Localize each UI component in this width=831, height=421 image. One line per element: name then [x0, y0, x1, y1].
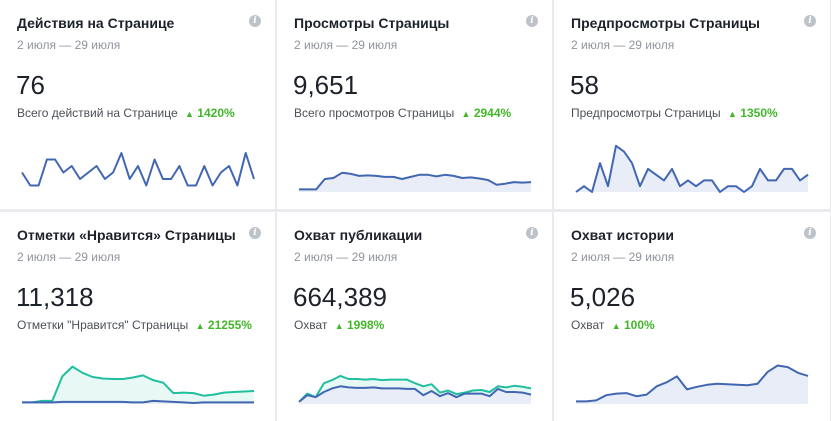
up-triangle-icon: ▲	[461, 109, 471, 119]
subtitle-text: Отметки "Нравится" Страницы	[17, 318, 189, 332]
change-value: 21255%	[207, 318, 252, 332]
metric-card-4[interactable]: Отметки «Нравится» Страницы i 2 июля — 2…	[0, 212, 275, 421]
sparkline-chart[interactable]	[277, 212, 552, 421]
date-range: 2 июля — 29 июля	[294, 250, 398, 264]
subtitle-text: Охват	[294, 318, 328, 332]
metric-value: 9,651	[293, 70, 359, 100]
metric-value: 58	[570, 70, 599, 100]
info-icon[interactable]: i	[249, 227, 261, 239]
change-badge: ▲ 1998%	[335, 318, 385, 332]
subtitle-text: Предпросмотры Страницы	[571, 106, 721, 120]
card-title[interactable]: Отметки «Нравится» Страницы	[17, 227, 236, 243]
series-2-line	[298, 385, 532, 403]
info-icon[interactable]: i	[804, 15, 816, 27]
metric-value: 664,389	[293, 282, 387, 312]
metric-subtitle: Всего действий на Странице ▲ 1420%	[17, 106, 235, 120]
change-badge: ▲ 2944%	[462, 106, 512, 120]
series-2-area	[299, 386, 531, 404]
change-badge: ▲ 1350%	[728, 106, 778, 120]
series-1-area	[576, 365, 808, 404]
card-title[interactable]: Охват истории	[571, 227, 675, 243]
change-value: 1350%	[740, 106, 778, 120]
card-title[interactable]: Предпросмотры Страницы	[571, 15, 761, 31]
change-value: 1420%	[197, 106, 235, 120]
series-1-line	[22, 365, 255, 404]
metric-card-6[interactable]: Охват истории i 2 июля — 29 июля 5,026 О…	[554, 212, 830, 421]
change-value: 2944%	[473, 106, 512, 120]
date-range: 2 июля — 29 июля	[294, 38, 398, 52]
change-badge: ▲ 21255%	[196, 318, 252, 332]
up-triangle-icon: ▲	[185, 109, 194, 119]
metric-value: 5,026	[570, 282, 636, 312]
up-triangle-icon: ▲	[728, 109, 737, 119]
sparkline-chart[interactable]	[554, 0, 829, 209]
metric-card-3[interactable]: Предпросмотры Страницы i 2 июля — 29 июл…	[554, 0, 830, 209]
change-value: 1998%	[346, 318, 385, 332]
card-title[interactable]: Просмотры Страницы	[294, 15, 450, 31]
series-1-area	[299, 172, 531, 192]
metric-subtitle: Всего просмотров Страницы ▲ 2944%	[294, 106, 511, 120]
series-1-line	[298, 374, 532, 403]
sparkline-chart[interactable]	[554, 212, 829, 421]
up-triangle-icon: ▲	[195, 321, 205, 331]
up-triangle-icon: ▲	[334, 321, 344, 331]
metric-card-5[interactable]: Охват публикации i 2 июля — 29 июля 664,…	[277, 212, 552, 421]
date-range: 2 июля — 29 июля	[17, 250, 121, 264]
sparkline-chart[interactable]	[0, 0, 275, 209]
change-badge: ▲ 1420%	[185, 106, 235, 120]
metric-subtitle: Отметки "Нравится" Страницы ▲ 21255%	[17, 318, 252, 332]
card-title[interactable]: Действия на Странице	[17, 15, 175, 31]
sparkline-chart[interactable]	[0, 212, 275, 421]
series-1-line	[21, 152, 255, 187]
card-title[interactable]: Охват публикации	[294, 227, 423, 243]
change-badge: ▲ 100%	[612, 318, 655, 332]
series-1-line	[299, 171, 532, 191]
date-range: 2 июля — 29 июля	[17, 38, 121, 52]
subtitle-text: Охват	[571, 318, 605, 332]
metric-card-2[interactable]: Просмотры Страницы i 2 июля — 29 июля 9,…	[277, 0, 552, 209]
series-1-line	[575, 144, 809, 193]
metric-value: 76	[16, 70, 45, 100]
metric-card-1[interactable]: Действия на Странице i 2 июля — 29 июля …	[0, 0, 275, 209]
date-range: 2 июля — 29 июля	[571, 250, 675, 264]
metric-subtitle: Охват ▲ 1998%	[294, 318, 384, 332]
sparkline-chart[interactable]	[277, 0, 552, 209]
info-icon[interactable]: i	[526, 15, 538, 27]
date-range: 2 июля — 29 июля	[571, 38, 675, 52]
series-1-line	[576, 364, 809, 403]
subtitle-text: Всего действий на Странице	[17, 106, 178, 120]
up-triangle-icon: ▲	[611, 321, 621, 331]
subtitle-text: Всего просмотров Страницы	[294, 106, 455, 120]
info-icon[interactable]: i	[249, 15, 261, 27]
series-1-area	[22, 366, 254, 404]
change-value: 100%	[623, 318, 655, 332]
info-icon[interactable]: i	[804, 227, 816, 239]
info-icon[interactable]: i	[526, 227, 538, 239]
series-2-line	[22, 399, 254, 404]
metric-subtitle: Охват ▲ 100%	[571, 318, 655, 332]
series-1-area	[576, 145, 808, 192]
metric-subtitle: Предпросмотры Страницы ▲ 1350%	[571, 106, 778, 120]
metric-value: 11,318	[16, 282, 94, 312]
